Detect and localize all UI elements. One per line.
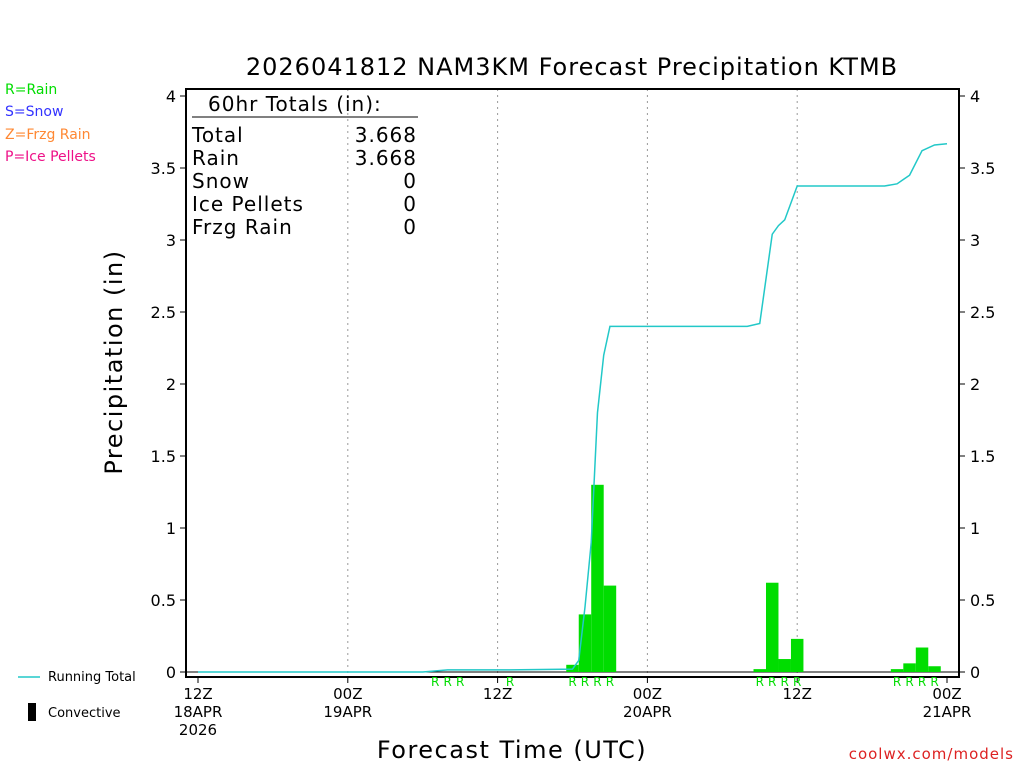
precip-type-marker-15: R — [930, 675, 938, 689]
x-tick-label-4-0: 12Z — [783, 685, 812, 703]
y-tick-label-right-6: 3 — [970, 231, 980, 250]
precip-type-marker-7: R — [606, 675, 614, 689]
y-tick-label-right-0: 0 — [970, 663, 980, 682]
y-tick-label-right-1: 0.5 — [970, 591, 995, 610]
credit-link[interactable]: coolwx.com/models — [848, 745, 1014, 763]
precip-bar-3 — [603, 585, 617, 672]
precip-type-marker-4: R — [568, 675, 576, 689]
precip-type-marker-2: R — [456, 675, 464, 689]
precip-bar-8 — [890, 669, 904, 672]
y-tick-label-left-5: 2.5 — [151, 303, 176, 322]
precip-type-marker-0: R — [431, 675, 439, 689]
totals-row-value-1: 3.668 — [355, 146, 417, 170]
y-axis-label: Precipitation (in) — [100, 249, 128, 474]
x-tick-label-1-1: 19APR — [323, 703, 372, 721]
precip-type-marker-12: R — [893, 675, 901, 689]
precip-type-marker-10: R — [781, 675, 789, 689]
totals-row-label-4: Frzg Rain — [192, 215, 293, 239]
y-tick-label-left-8: 4 — [166, 87, 176, 106]
y-tick-label-left-4: 2 — [166, 375, 176, 394]
y-tick-label-left-2: 1 — [166, 519, 176, 538]
y-tick-label-left-7: 3.5 — [151, 159, 176, 178]
x-tick-label-3-0: 00Z — [633, 685, 662, 703]
x-tick-label-5-0: 00Z — [932, 685, 961, 703]
x-tick-label-0-0: 12Z — [183, 685, 212, 703]
totals-row-value-4: 0 — [403, 215, 417, 239]
precip-type-marker-14: R — [918, 675, 926, 689]
totals-box-title: 60hr Totals (in): — [208, 92, 382, 116]
precip-type-marker-11: R — [793, 675, 801, 689]
y-tick-label-left-3: 1.5 — [151, 447, 176, 466]
precip-bar-10 — [915, 647, 929, 672]
precip-type-marker-6: R — [593, 675, 601, 689]
x-tick-label-0-1: 18APR — [174, 703, 223, 721]
totals-row-label-0: Total — [191, 123, 244, 147]
precip-bar-4 — [753, 669, 766, 672]
precip-type-marker-1: R — [443, 675, 451, 689]
precip-bar-2 — [591, 484, 604, 672]
convective-legend-swatch — [28, 703, 36, 721]
y-tick-label-right-8: 4 — [970, 87, 980, 106]
x-tick-label-1-0: 00Z — [333, 685, 362, 703]
x-axis-label: Forecast Time (UTC) — [377, 736, 647, 764]
totals-row-label-1: Rain — [192, 146, 240, 170]
totals-row-value-0: 3.668 — [355, 123, 417, 147]
y-tick-label-right-4: 2 — [970, 375, 980, 394]
y-tick-label-right-3: 1.5 — [970, 447, 995, 466]
legend-ice-pellets: P=Ice Pellets — [5, 149, 96, 165]
precip-bar-11 — [928, 666, 941, 672]
y-tick-label-right-7: 3.5 — [970, 159, 995, 178]
legend-snow: S=Snow — [5, 104, 64, 120]
precip-type-marker-5: R — [581, 675, 589, 689]
y-tick-label-right-2: 1 — [970, 519, 980, 538]
totals-row-label-3: Ice Pellets — [192, 192, 304, 216]
y-tick-label-left-1: 0.5 — [151, 591, 176, 610]
precip-bar-7 — [790, 638, 804, 672]
precip-type-marker-9: R — [768, 675, 776, 689]
precip-type-marker-13: R — [905, 675, 913, 689]
precip-type-marker-8: R — [756, 675, 764, 689]
precip-bar-6 — [778, 659, 791, 672]
precip-bar-9 — [903, 663, 916, 672]
totals-row-value-3: 0 — [403, 192, 417, 216]
y-tick-label-right-5: 2.5 — [970, 303, 995, 322]
x-tick-label-0-2: 2026 — [179, 721, 217, 739]
y-tick-label-left-6: 3 — [166, 231, 176, 250]
x-tick-label-5-1: 21APR — [923, 703, 972, 721]
precip-type-marker-3: R — [506, 675, 514, 689]
running-total-legend-label: Running Total — [48, 670, 136, 685]
totals-row-label-2: Snow — [192, 169, 250, 193]
legend-freezing-rain: Z=Frzg Rain — [5, 127, 91, 143]
legend-rain: R=Rain — [5, 82, 58, 98]
x-tick-label-2-0: 12Z — [483, 685, 512, 703]
chart-title: 2026041812 NAM3KM Forecast Precipitation… — [246, 53, 898, 81]
convective-legend-label: Convective — [48, 706, 121, 721]
y-tick-label-left-0: 0 — [166, 663, 176, 682]
plot-frame — [185, 88, 960, 678]
running-total-line — [198, 143, 948, 673]
x-tick-label-3-1: 20APR — [623, 703, 672, 721]
precip-bar-5 — [765, 582, 779, 672]
totals-row-value-2: 0 — [403, 169, 417, 193]
